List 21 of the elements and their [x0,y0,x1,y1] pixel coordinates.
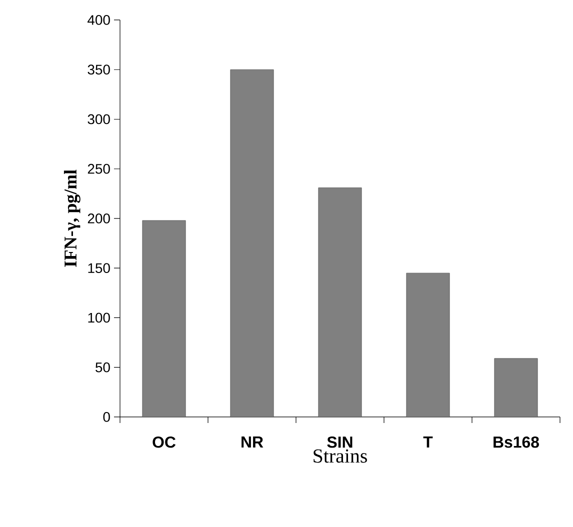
x-axis-title: Strains [314,449,367,463]
bar [406,272,450,418]
y-tick-label: 350 [88,64,110,75]
y-tick-label: 250 [88,164,110,174]
y-tick-label: 150 [88,263,110,274]
y-tick-label: 400 [88,15,110,25]
y-tick-label: 200 [88,214,110,224]
y-tick-label: 50 [96,362,110,372]
y-axis-title: IFN-γ, pg/ml [64,170,80,267]
bar [318,188,362,418]
y-tick-label: 100 [88,312,110,323]
bar [230,69,274,418]
y-tick-label: 300 [88,114,110,124]
x-tick-label: Bs168 [494,436,539,448]
x-tick-label: T [423,436,433,448]
y-tick-label: 0 [103,412,110,422]
bar [494,358,538,418]
x-tick-label: SIN [327,436,352,448]
x-tick-label: OC [152,436,176,448]
x-tick-label: NR [242,436,264,448]
bar [142,220,186,418]
